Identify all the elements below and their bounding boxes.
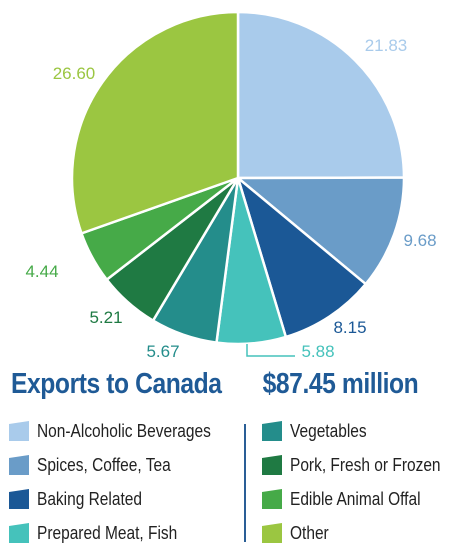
legend-swatch — [9, 523, 29, 543]
slice-value-label: 5.67 — [146, 342, 179, 361]
chart-title: Exports to Canada — [11, 368, 222, 400]
legend-divider — [244, 424, 246, 542]
legend: Non-Alcoholic Beverages Spices, Coffee, T… — [0, 412, 455, 543]
slice-value-label: 8.15 — [333, 318, 366, 337]
legend-label: Pork, Fresh or Frozen — [290, 454, 441, 475]
legend-label: Prepared Meat, Fish — [37, 522, 178, 543]
slice-value-label: 26.60 — [53, 64, 96, 83]
pie-slice-non-alcoholic-beverages — [236, 10, 406, 180]
legend-swatch — [262, 523, 282, 543]
legend-swatch — [9, 455, 29, 475]
legend-label: Spices, Coffee, Tea — [37, 454, 171, 475]
chart-title-row: Exports to Canada $87.45 million — [11, 368, 419, 401]
legend-label: Vegetables — [290, 420, 367, 441]
slice-value-label: 4.44 — [25, 262, 58, 281]
slice-value-label: 5.21 — [89, 308, 122, 327]
legend-label: Non-Alcoholic Beverages — [37, 420, 211, 441]
legend-label: Edible Animal Offal — [290, 488, 421, 509]
slice-value-label: 5.88 — [301, 342, 334, 361]
legend-label: Other — [290, 522, 329, 543]
pie-slice-spices-coffee-tea — [236, 176, 406, 286]
leader-line-5.88 — [246, 344, 295, 357]
legend-swatch — [262, 421, 282, 441]
legend-item: Spices, Coffee, Tea — [9, 451, 192, 479]
slice-value-label: 9.68 — [403, 231, 436, 250]
pie-slice-other — [70, 10, 240, 235]
legend-item: Baking Related — [9, 485, 159, 513]
total-amount: $87.45 million — [262, 368, 419, 400]
legend-item: Non-Alcoholic Beverages — [9, 417, 239, 445]
slice-value-label: 21.83 — [365, 36, 408, 55]
legend-item: Vegetables — [262, 417, 379, 445]
legend-item: Other — [262, 519, 335, 547]
legend-swatch — [262, 455, 282, 475]
legend-swatch — [9, 489, 29, 509]
legend-swatch — [9, 421, 29, 441]
pie-slice-baking-related — [236, 176, 367, 339]
legend-item: Prepared Meat, Fish — [9, 519, 200, 547]
legend-label: Baking Related — [37, 488, 143, 509]
legend-swatch — [262, 489, 282, 509]
legend-item: Edible Animal Offal — [262, 485, 442, 513]
legend-item: Pork, Fresh or Frozen — [262, 451, 455, 479]
pie-chart: 21.83 9.68 8.15 5.88 5.67 5.21 4.44 26.60 — [25, 10, 437, 361]
